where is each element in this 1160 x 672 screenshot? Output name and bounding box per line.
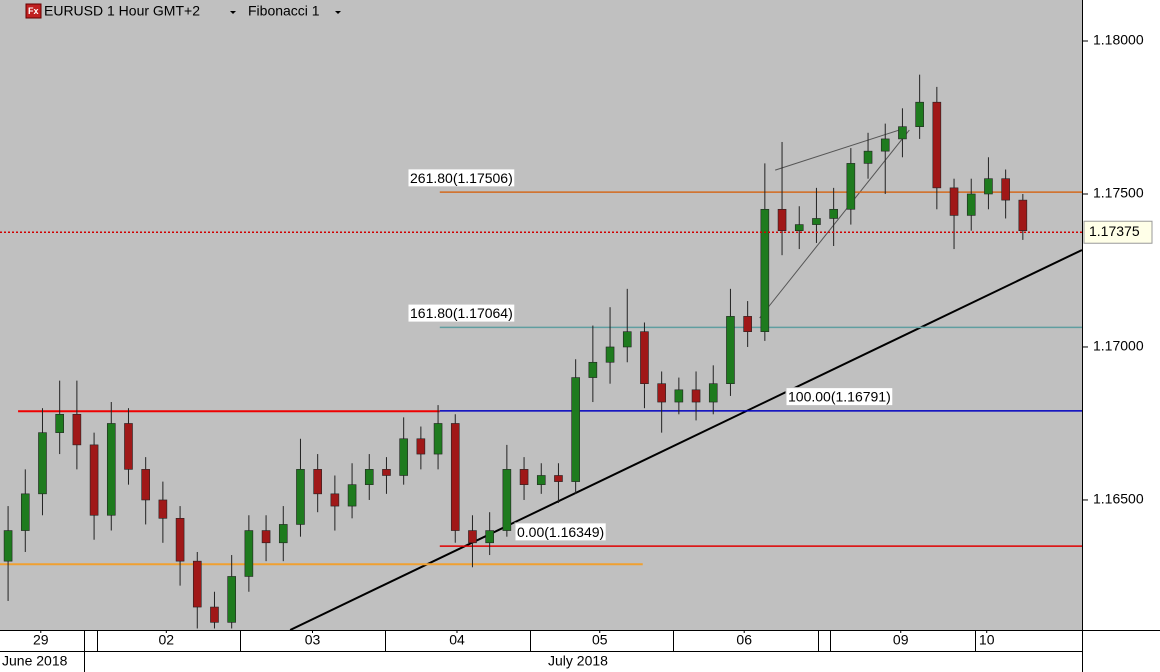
candle-body (485, 530, 494, 544)
day-separators (84, 630, 976, 672)
period-label: June 2018 (2, 653, 68, 669)
candle-body (192, 560, 202, 608)
candle-body (622, 331, 632, 348)
candle-body (915, 101, 924, 127)
candle-body (949, 187, 959, 216)
y-tick-label: 1.17500 (1093, 185, 1144, 201)
candle-body (124, 423, 133, 470)
candle-body (932, 101, 942, 189)
x-tick-label: 03 (305, 632, 321, 648)
candle-body (708, 383, 718, 403)
candle-body (382, 469, 391, 476)
y-tick-label: 1.17000 (1093, 338, 1144, 354)
icon (25, 3, 42, 19)
candle-body (210, 606, 219, 623)
x-tick-label: 29 (33, 632, 49, 648)
candle-body (89, 444, 99, 516)
candle-body (743, 316, 752, 332)
candle-body (880, 138, 890, 152)
candle-body (468, 530, 477, 544)
candle-body (502, 469, 512, 531)
candle-body (966, 193, 976, 216)
fib-label: 161.80(1.17064) (410, 305, 513, 321)
candle-body (726, 316, 735, 384)
candle-body (863, 150, 873, 164)
candle-body (106, 423, 116, 516)
candle-body (55, 413, 64, 433)
candle-body (261, 530, 271, 544)
period-label: July 2018 (548, 653, 608, 669)
candle-body (691, 389, 701, 403)
candle-body (278, 524, 288, 544)
candle-body (846, 163, 856, 210)
candle-body (296, 469, 305, 525)
dropdown-arrow[interactable] (335, 11, 341, 14)
trend-line (289, 249, 1082, 630)
candle-body (72, 413, 82, 446)
x-tick-label: 09 (893, 632, 909, 648)
trend-line (759, 129, 910, 319)
candle-body (829, 208, 838, 219)
candle-body (554, 475, 563, 482)
dropdown-arrow[interactable] (230, 11, 236, 14)
fib-label-box (407, 168, 516, 188)
current-price-label: 1.17375 (1089, 223, 1140, 239)
candle-body (657, 383, 666, 403)
candle-body (227, 576, 236, 623)
candle-body (519, 469, 529, 485)
candle-body (20, 493, 30, 531)
fib-label: 100.00(1.16791) (788, 389, 891, 405)
candle-body (450, 423, 460, 531)
symbol-title[interactable]: EURUSD 1 Hour GMT+2 (44, 3, 200, 19)
candle-body (760, 208, 770, 332)
y-tick-label: 1.18000 (1093, 32, 1144, 48)
candle-body (158, 499, 168, 519)
candle-body (141, 469, 150, 501)
candle-body (605, 346, 615, 363)
candle-body (313, 469, 322, 495)
candle-body (175, 518, 185, 562)
icon-text: Fx (28, 6, 39, 16)
x-tick-label: 10 (979, 632, 995, 648)
fib-label: 261.80(1.17506) (410, 170, 513, 186)
candle-body (984, 178, 993, 195)
candle-body (794, 224, 804, 232)
candle-body (3, 530, 13, 562)
candle-body (536, 475, 546, 485)
fib-label: 0.00(1.16349) (517, 524, 604, 540)
study-title[interactable]: Fibonacci 1 (248, 3, 320, 19)
candle-body (777, 208, 787, 232)
current-price-box (1083, 220, 1153, 244)
candle-body (1018, 199, 1028, 232)
x-tick-label: 04 (449, 632, 465, 648)
candle-body (364, 469, 374, 485)
candle-body (244, 530, 254, 577)
candle-body (416, 438, 426, 455)
candle-body (347, 484, 357, 507)
x-tick-label: 05 (592, 632, 608, 648)
candle-body (898, 126, 907, 140)
candle-body (812, 218, 821, 225)
candle-body (330, 493, 340, 507)
y-tick-label: 1.16500 (1093, 491, 1144, 507)
candle-body (38, 432, 47, 495)
trend-line (775, 127, 907, 171)
x-tick-label: 06 (736, 632, 752, 648)
candle-body (433, 423, 443, 455)
candle-body (399, 438, 408, 476)
candle-body (1001, 178, 1010, 201)
candle-body (640, 331, 649, 384)
candle-body (571, 377, 580, 482)
candle-body (674, 389, 684, 403)
fib-label-box (785, 387, 894, 407)
x-tick-label: 02 (159, 632, 175, 648)
fib-label-box (514, 522, 607, 542)
fib-label-box (407, 303, 516, 323)
candle-body (588, 361, 598, 378)
